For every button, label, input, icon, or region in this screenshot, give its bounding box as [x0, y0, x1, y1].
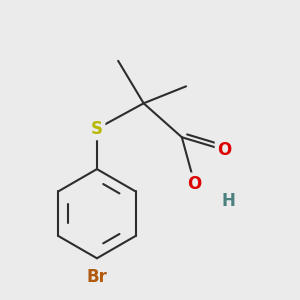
Text: O: O: [188, 175, 202, 193]
Text: Br: Br: [86, 268, 107, 286]
Text: H: H: [222, 192, 236, 210]
Text: S: S: [91, 120, 103, 138]
Text: O: O: [217, 141, 231, 159]
